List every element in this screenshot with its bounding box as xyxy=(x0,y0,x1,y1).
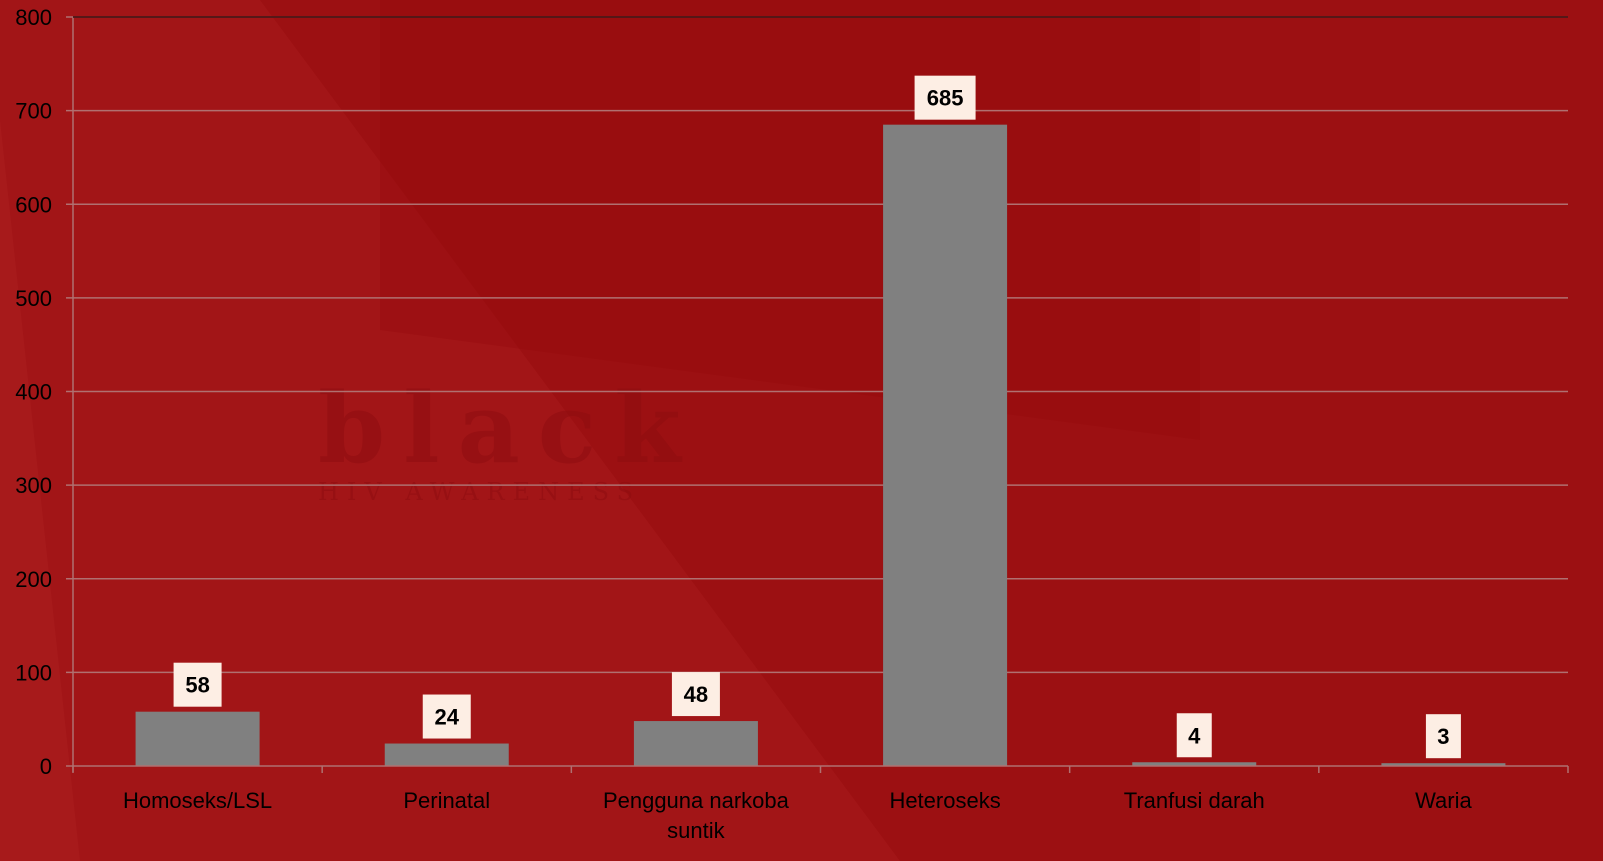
y-tick-label: 500 xyxy=(15,286,52,311)
data-label: 685 xyxy=(927,86,964,111)
y-tick-label: 0 xyxy=(40,754,52,779)
data-label: 24 xyxy=(435,705,460,730)
data-label-box xyxy=(914,75,976,120)
y-tick-label: 400 xyxy=(15,380,52,405)
bar xyxy=(135,711,260,766)
x-category-label: Waria xyxy=(1415,788,1472,813)
data-label: 3 xyxy=(1437,724,1449,749)
x-category-label: Pengguna narkoba suntik xyxy=(603,788,790,843)
x-category-label-line: Waria xyxy=(1415,788,1472,813)
data-label-box xyxy=(1425,714,1461,759)
data-label: 4 xyxy=(1188,723,1201,748)
y-tick-label: 600 xyxy=(15,192,52,217)
bar xyxy=(883,124,1008,766)
bar xyxy=(384,743,509,766)
data-label-box xyxy=(173,662,222,707)
y-tick-label: 700 xyxy=(15,99,52,124)
data-label-box xyxy=(422,694,471,739)
x-category-label-line: suntik xyxy=(667,818,725,843)
x-category-label-line: Pengguna narkoba xyxy=(603,788,790,813)
watermark-subtitle: HIV AWARENESS xyxy=(318,478,641,506)
y-tick-label: 200 xyxy=(15,567,52,592)
x-category-label: Perinatal xyxy=(403,788,490,813)
x-category-label-line: Heteroseks xyxy=(889,788,1000,813)
x-category-label: Heteroseks xyxy=(889,788,1000,813)
y-tick-label: 800 xyxy=(15,5,52,30)
data-label-box xyxy=(1176,713,1212,758)
x-category-label-line: Perinatal xyxy=(403,788,490,813)
x-category-label: Homoseks/LSL xyxy=(123,788,272,813)
data-label-box xyxy=(671,672,720,717)
x-category-label: Tranfusi darah xyxy=(1124,788,1265,813)
bar xyxy=(1132,762,1257,766)
y-tick-label: 100 xyxy=(15,660,52,685)
bar xyxy=(633,721,758,766)
bar xyxy=(1381,763,1506,766)
y-tick-label: 300 xyxy=(15,473,52,498)
data-label: 48 xyxy=(684,682,708,707)
data-label: 58 xyxy=(185,673,209,698)
x-category-label-line: Tranfusi darah xyxy=(1124,788,1265,813)
x-category-label-line: Homoseks/LSL xyxy=(123,788,272,813)
